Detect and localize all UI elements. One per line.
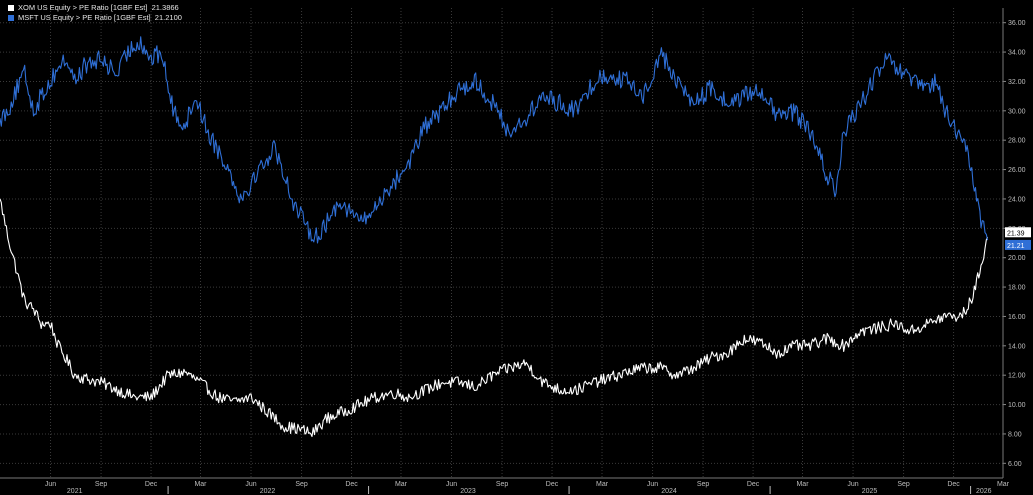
series-layer bbox=[0, 36, 989, 438]
x-tick-year: 2025 bbox=[862, 488, 878, 495]
series-line-msft bbox=[0, 36, 989, 244]
legend-value-msft: 21.2100 bbox=[154, 13, 182, 22]
grid-layer bbox=[0, 8, 1003, 478]
x-tick-month: Mar bbox=[796, 481, 809, 488]
x-tick-month: Dec bbox=[145, 481, 158, 488]
legend-label-msft: MSFT US Equity > PE Ratio [1GBF Est] bbox=[18, 13, 151, 22]
x-tick-month: Mar bbox=[997, 481, 1010, 488]
legend-swatch-xom bbox=[8, 5, 14, 11]
x-tick-month: Sep bbox=[496, 481, 509, 488]
y-tick-label: 26.00 bbox=[1008, 167, 1026, 174]
x-tick-year: 2021 bbox=[67, 488, 83, 495]
last-value-text: 21.39 bbox=[1007, 230, 1025, 237]
y-tick-label: 18.00 bbox=[1008, 285, 1026, 292]
x-tick-month: Dec bbox=[947, 481, 960, 488]
y-tick-label: 24.00 bbox=[1008, 196, 1026, 203]
legend: XOM US Equity > PE Ratio [1GBF Est] 21.3… bbox=[8, 3, 182, 23]
y-tick-label: 28.00 bbox=[1008, 138, 1026, 145]
x-tick-month: Dec bbox=[546, 481, 559, 488]
y-tick-label: 32.00 bbox=[1008, 79, 1026, 86]
x-tick-year: 2023 bbox=[460, 488, 476, 495]
x-tick-month: Jun bbox=[847, 481, 858, 488]
legend-entry-xom: XOM US Equity > PE Ratio [1GBF Est] 21.3… bbox=[8, 3, 182, 13]
series-line-xom bbox=[0, 198, 989, 438]
y-tick-label: 8.00 bbox=[1008, 431, 1022, 438]
x-tick-month: Sep bbox=[697, 481, 710, 488]
y-tick-label: 6.00 bbox=[1008, 461, 1022, 468]
last-value-label-xom: 21.39 bbox=[1005, 227, 1031, 238]
legend-label-xom: XOM US Equity > PE Ratio [1GBF Est] bbox=[18, 3, 148, 12]
x-tick-month: Jun bbox=[647, 481, 658, 488]
y-tick-label: 36.00 bbox=[1008, 20, 1026, 27]
x-tick-month: Jun bbox=[446, 481, 457, 488]
x-tick-month: Sep bbox=[295, 481, 308, 488]
x-tick-month: Dec bbox=[747, 481, 760, 488]
x-tick-month: Dec bbox=[345, 481, 358, 488]
y-tick-label: 14.00 bbox=[1008, 343, 1026, 350]
last-value-label-msft: 21.21 bbox=[1005, 239, 1031, 250]
x-tick-month: Mar bbox=[194, 481, 207, 488]
x-tick-month: Jun bbox=[45, 481, 56, 488]
legend-value-xom: 21.3866 bbox=[151, 3, 179, 12]
y-tick-label: 16.00 bbox=[1008, 314, 1026, 321]
y-tick-label: 12.00 bbox=[1008, 373, 1026, 380]
legend-entry-msft: MSFT US Equity > PE Ratio [1GBF Est] 21.… bbox=[8, 13, 182, 23]
x-tick-month: Mar bbox=[395, 481, 408, 488]
x-tick-month: Mar bbox=[596, 481, 609, 488]
x-tick-month: Sep bbox=[95, 481, 108, 488]
y-tick-label: 30.00 bbox=[1008, 108, 1026, 115]
y-tick-label: 20.00 bbox=[1008, 255, 1026, 262]
last-value-box bbox=[1005, 239, 1031, 250]
last-value-box bbox=[1005, 227, 1031, 238]
x-tick-month: Sep bbox=[897, 481, 910, 488]
x-tick-month: Jun bbox=[245, 481, 256, 488]
last-value-text: 21.21 bbox=[1007, 243, 1025, 250]
x-tick-year: 2024 bbox=[661, 488, 677, 495]
last-value-labels: 21.39 21.21 bbox=[1005, 227, 1031, 250]
x-tick-year: 2022 bbox=[260, 488, 276, 495]
axis-layer: 6.008.0010.0012.0014.0016.0018.0020.0022… bbox=[0, 8, 1026, 495]
y-tick-label: 34.00 bbox=[1008, 50, 1026, 57]
y-tick-label: 10.00 bbox=[1008, 402, 1026, 409]
legend-swatch-msft bbox=[8, 15, 14, 21]
x-tick-year: 2026 bbox=[976, 488, 992, 495]
